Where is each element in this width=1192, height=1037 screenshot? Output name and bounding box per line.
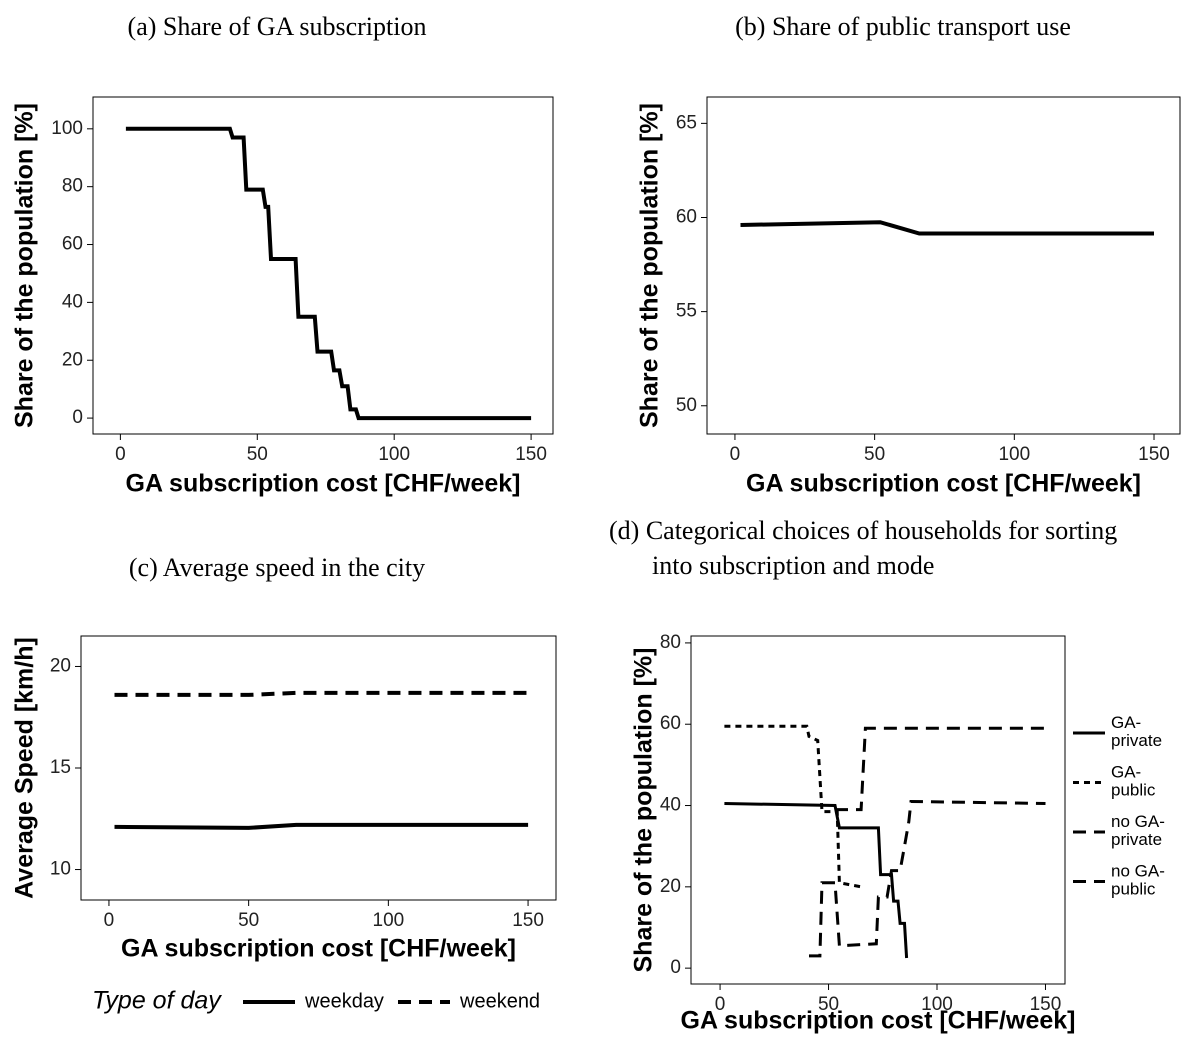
plot-frame [92,96,554,435]
y-tick-label: 0 [670,957,681,978]
y-tick-label: 15 [50,757,71,778]
plot-frame [706,96,1181,435]
legend-label: weekday [304,990,384,1012]
x-tick-label: 0 [104,910,115,931]
x-tick-label: 0 [730,444,741,465]
x-tick-label: 100 [373,910,405,931]
y-tick-label: 0 [72,407,83,428]
x-tick-label: 150 [1030,994,1062,1015]
x-tick-label: 150 [515,444,547,465]
y-axis-label: Share of the population [%] [636,103,664,428]
chart-title: (b) Share of public transport use [735,12,1071,41]
x-tick-label: 0 [715,994,726,1015]
y-tick-label: 55 [676,301,697,322]
x-tick-label: 50 [247,444,268,465]
data-line [724,724,862,889]
x-axis-label: GA subscription cost [CHF/week] [746,470,1141,498]
x-tick-label: 100 [998,444,1030,465]
x-tick-label: 100 [921,994,953,1015]
y-tick-label: 20 [62,349,83,370]
y-tick-label: 20 [50,655,71,676]
y-axis-label: Share of the population [%] [630,648,658,973]
y-tick-label: 80 [660,632,681,653]
chart-title: (c) Average speed in the city [129,553,425,582]
legend-label: no GA-private [1111,812,1165,849]
y-tick-label: 40 [660,795,681,816]
x-tick-label: 0 [115,444,126,465]
legend-label: GA-private [1111,713,1162,750]
x-tick-label: 100 [378,444,410,465]
data-line [114,690,529,697]
x-tick-label: 150 [512,910,544,931]
x-axis-label: GA subscription cost [CHF/week] [126,470,521,498]
y-tick-label: 80 [62,176,83,197]
data-line [125,126,532,421]
x-axis-label: GA subscription cost [CHF/week] [681,1007,1076,1035]
chart-title: (d) Categorical choices of households fo… [609,516,1117,545]
y-tick-label: 60 [660,713,681,734]
y-tick-label: 60 [62,234,83,255]
data-line [835,726,1046,812]
y-axis-label: Share of the population [%] [11,103,39,428]
x-tick-label: 50 [864,444,885,465]
x-axis-label: GA subscription cost [CHF/week] [121,935,516,963]
y-tick-label: 50 [676,395,697,416]
legend-title: Type of day [92,987,222,1015]
data-line [809,799,1046,958]
y-tick-label: 20 [660,876,681,897]
y-axis-label: Average Speed [km/h] [11,637,39,899]
chart-title: (a) Share of GA subscription [128,12,427,41]
plot-frame [80,635,557,901]
data-line [740,220,1154,236]
x-tick-label: 150 [1138,444,1170,465]
y-tick-label: 60 [676,207,697,228]
legend-label: no GA-public [1111,862,1165,899]
x-tick-label: 50 [238,910,259,931]
x-tick-label: 50 [818,994,839,1015]
y-tick-label: 10 [50,859,71,880]
chart-title: into subscription and mode [652,551,934,580]
legend-label: GA-public [1111,763,1156,800]
y-tick-label: 40 [62,291,83,312]
plot-frame [690,635,1066,985]
y-tick-label: 100 [51,118,83,139]
data-line [114,822,529,830]
y-tick-label: 65 [676,112,697,133]
legend-label: weekend [459,990,540,1012]
data-line [724,802,909,959]
